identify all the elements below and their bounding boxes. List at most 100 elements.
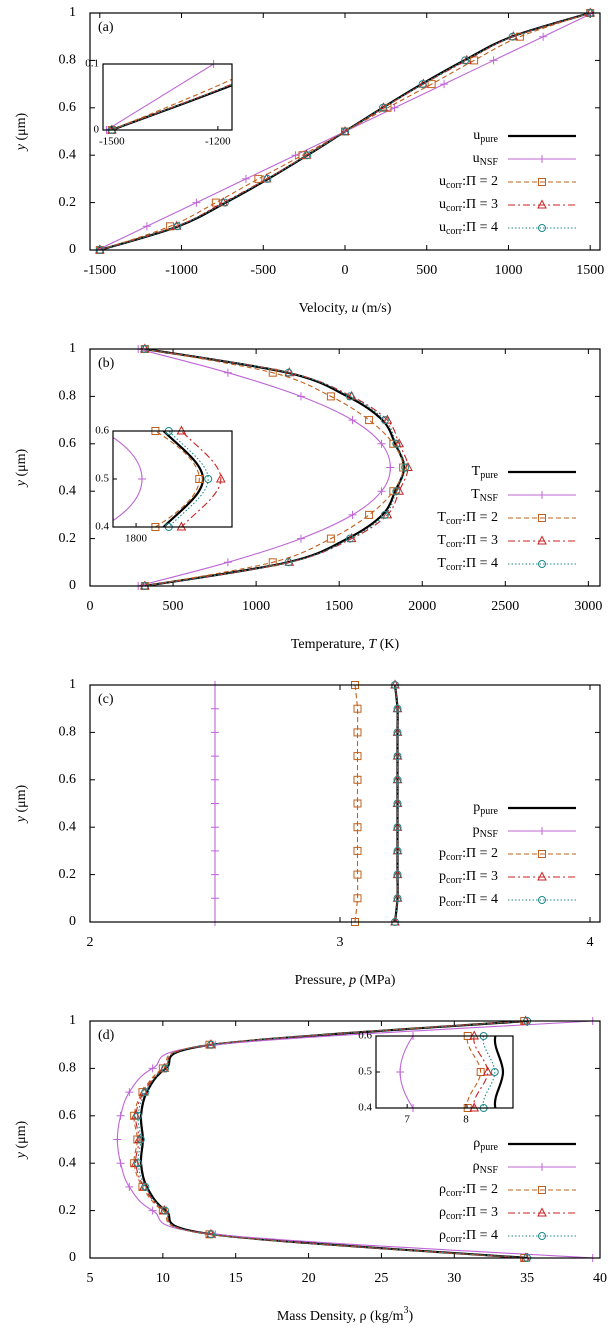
marker [268,368,277,377]
inset: -1500 -1200 0 0.1 [85,58,233,148]
marker [134,1159,143,1168]
legend-label: Tcorr:Π = 3 [437,533,498,550]
marker [538,155,546,163]
marker [353,775,362,784]
marker [538,560,546,568]
label-part: u [351,301,358,316]
panel-label: (a) [98,20,114,35]
marker [489,56,498,65]
marker [353,752,362,761]
label-part: y [14,1151,29,1160]
marker [476,1068,485,1076]
inset: 7 8 0.4 0.5 0.6 [358,1030,514,1126]
inset-y-tick-label: 0.5 [358,1066,372,1078]
marker [141,1182,150,1191]
legend-part: NSF [480,157,499,168]
marker [538,178,546,186]
series-line [493,1036,505,1108]
x-tick-label: 5 [87,1271,94,1286]
series-line [116,1021,593,1258]
x-tick-label: 0 [342,263,349,278]
y-tick-label: 0.4 [59,819,77,834]
y-tick-label: 0.2 [59,531,77,546]
legend-part: NSF [480,493,499,504]
plot-frame [89,12,601,251]
label-part: (μm) [14,448,29,480]
legend-part: :Π = 3 [462,533,498,548]
marker [211,198,220,207]
marker [393,775,402,784]
y-axis-title: y (μm) [14,448,29,488]
marker [116,1111,125,1120]
marker [161,1206,170,1215]
panel-label: (c) [98,692,114,707]
x-tick-label: 25 [374,1271,388,1286]
marker [220,198,229,207]
marker [393,823,402,832]
marker [223,368,232,377]
legend-part: :Π = 4 [462,892,498,907]
y-tick-label: 0.2 [59,1203,77,1218]
marker [206,1040,215,1049]
marker [418,80,427,89]
marker [392,439,401,448]
marker [378,103,387,112]
legend-part: pure [480,806,498,817]
marker [136,1135,145,1144]
marker [353,704,362,713]
legend-label: ppure [473,800,498,817]
legend-part: pure [480,470,498,481]
x-tick-label: 4 [587,935,594,950]
marker [440,80,449,89]
x-tick-label: 1000 [494,263,522,278]
legend-label: ucorr:Π = 3 [439,197,498,214]
x-tick-label: 20 [302,1271,316,1286]
inset-y-tick-label: 0.6 [95,425,109,437]
panel-label: (b) [98,356,115,371]
marker [539,32,548,41]
x-tick-label: 500 [163,599,184,614]
chart-panel: 0 0.2 0.4 0.6 0.8 1 -1500 -1000 -500 0 500 1000 1500… [14,5,604,316]
legend-part: T [472,464,481,479]
marker [116,1159,125,1168]
marker [394,485,404,495]
marker [386,463,395,472]
series-line [154,431,200,527]
legend-part: corr [446,1234,463,1245]
series-line [99,13,591,250]
legend-part: :Π = 2 [462,1182,498,1197]
legend-part: T [437,533,446,548]
marker [134,1111,143,1120]
x-tick-label: 10 [156,1271,170,1286]
x-tick-label: -500 [250,263,276,278]
y-tick-label: 0.6 [59,436,77,451]
label-part: ) [408,1309,413,1324]
inset-y-tick-label: 0 [94,124,100,136]
legend-part: p [439,892,446,907]
marker [393,870,402,879]
legend-part: ρ [439,1205,446,1220]
x-tick-label: -1500 [83,263,116,278]
marker [537,871,547,881]
legend-label: ρcorr:Π = 2 [439,1182,498,1199]
legend-part: ρ [439,1182,446,1197]
legend-label: ucorr:Π = 2 [439,174,498,191]
label-part: (μm) [14,784,29,816]
marker [192,198,201,207]
legend-part: :Π = 2 [462,174,498,189]
x-tick-label: 2 [87,935,94,950]
legend-label: pcorr:Π = 3 [439,869,498,886]
legend-part: u [473,151,480,166]
legend-part: NSF [480,1165,499,1176]
series-line [144,349,404,586]
marker [348,510,357,519]
legend-part: :Π = 4 [462,220,498,235]
x-tick-label: 40 [593,1271,607,1286]
marker [482,1066,493,1076]
y-tick-label: 0 [69,1250,76,1265]
x-tick-label: -1000 [165,263,198,278]
y-tick-label: 0.6 [59,100,77,115]
legend-part: p [473,823,480,838]
legend-part: T [437,510,446,525]
label-part: (μm) [14,1120,29,1152]
